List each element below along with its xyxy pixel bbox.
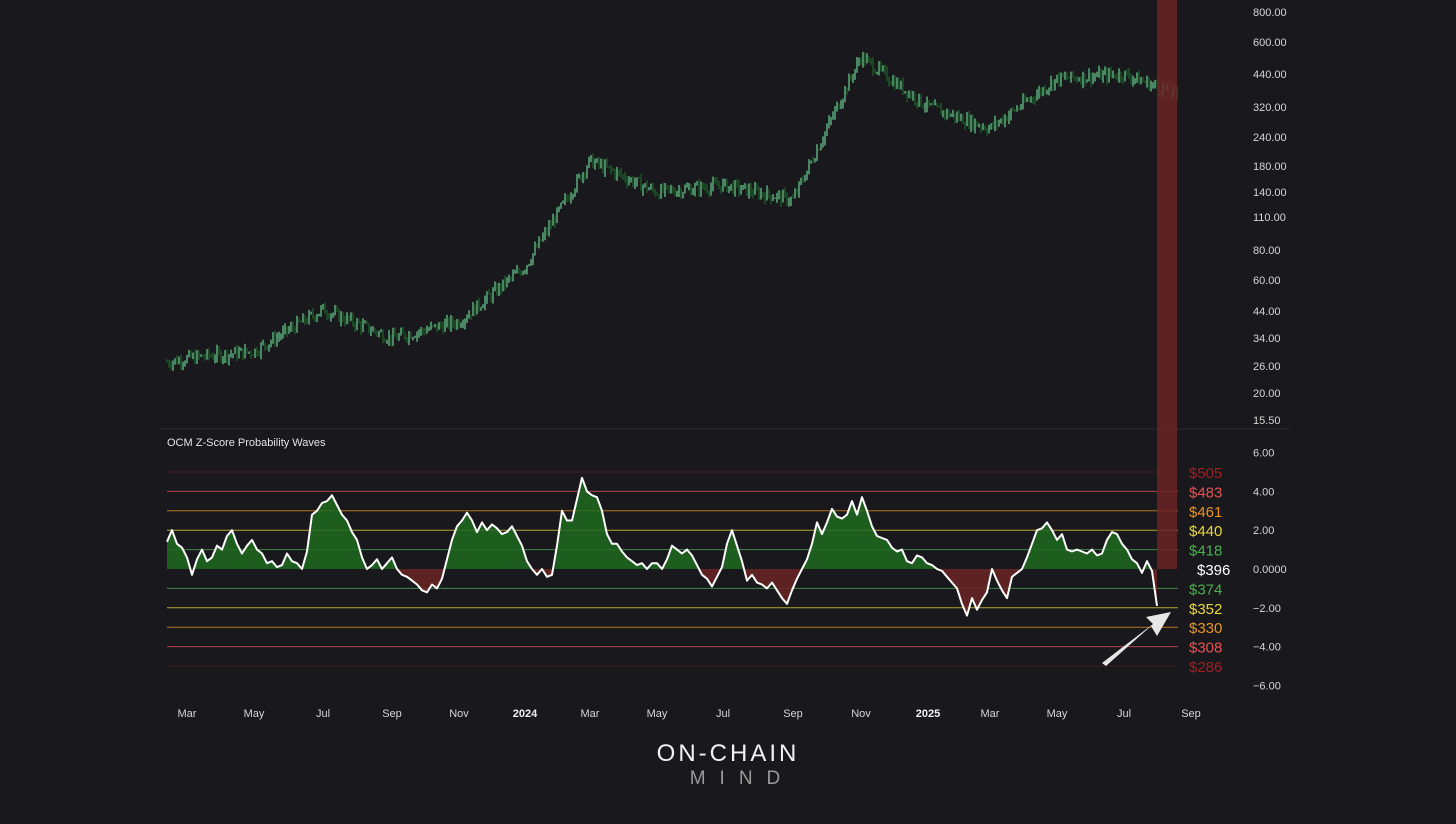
zscore-axis-label: −4.00 bbox=[1253, 642, 1281, 654]
price-axis-label: 320.00 bbox=[1253, 102, 1287, 114]
band-price-label: $308 bbox=[1189, 640, 1222, 657]
band-price-label: $352 bbox=[1189, 601, 1222, 618]
x-axis-label: May bbox=[1047, 708, 1068, 720]
x-axis-label: Nov bbox=[851, 708, 871, 720]
price-axis-label: 240.00 bbox=[1253, 132, 1287, 144]
band-price-label: $505 bbox=[1189, 465, 1222, 482]
price-y-axis: 800.00 600.00 440.00 320.00 240.00 180.00 140.… bbox=[1253, 7, 1287, 427]
x-axis-label: Jul bbox=[716, 708, 730, 720]
band-price-label: $440 bbox=[1189, 523, 1222, 540]
band-price-label: $396 bbox=[1197, 562, 1230, 579]
indicator-title: OCM Z-Score Probability Waves bbox=[167, 437, 326, 449]
x-axis-label: Mar bbox=[581, 708, 600, 720]
price-axis-label: 34.00 bbox=[1253, 333, 1281, 345]
x-axis-label: Sep bbox=[382, 708, 402, 720]
price-axis-label: 20.00 bbox=[1253, 388, 1281, 400]
x-axis-label: Nov bbox=[449, 708, 469, 720]
band-price-label: $418 bbox=[1189, 543, 1222, 560]
band-price-label: $330 bbox=[1189, 620, 1222, 637]
price-axis-label: 80.00 bbox=[1253, 245, 1281, 257]
x-axis-label: Jul bbox=[316, 708, 330, 720]
price-axis-label: 26.00 bbox=[1253, 361, 1281, 373]
time-x-axis: Mar May Jul Sep Nov 2024 Mar May Jul Sep Nov 2025 Ma… bbox=[178, 708, 1201, 720]
price-axis-label: 110.00 bbox=[1253, 212, 1286, 224]
x-axis-label: May bbox=[244, 708, 265, 720]
x-axis-label: 2025 bbox=[916, 708, 940, 720]
arrow-annotation-icon bbox=[1102, 612, 1171, 666]
x-axis-label: May bbox=[647, 708, 668, 720]
x-axis-label: Sep bbox=[783, 708, 803, 720]
zscore-axis-label: −2.00 bbox=[1253, 603, 1281, 615]
price-axis-label: 800.00 bbox=[1253, 7, 1287, 19]
logo-line1: ON-CHAIN bbox=[656, 740, 800, 767]
band-price-labels: $505 $483 $461 $440 $418 $396 $374 $352 $330 $308… bbox=[1189, 465, 1230, 676]
band-price-label: $286 bbox=[1189, 659, 1222, 676]
x-axis-label: Mar bbox=[178, 708, 197, 720]
zscore-axis-label: 6.00 bbox=[1253, 448, 1274, 460]
zscore-axis-label: −6.00 bbox=[1253, 680, 1281, 692]
price-axis-label: 600.00 bbox=[1253, 37, 1287, 49]
price-axis-label: 180.00 bbox=[1253, 161, 1287, 173]
price-ohlc-bars bbox=[166, 51, 1178, 371]
zscore-line bbox=[166, 476, 1158, 617]
zscore-axis-label: 0.0000 bbox=[1253, 564, 1287, 576]
x-axis-label: Sep bbox=[1181, 708, 1201, 720]
x-axis-label: 2024 bbox=[513, 708, 538, 720]
price-axis-label: 60.00 bbox=[1253, 275, 1281, 287]
zscore-fill-area bbox=[167, 0, 1177, 616]
zscore-axis-label: 4.00 bbox=[1253, 486, 1274, 498]
zscore-y-axis: 6.00 4.00 2.00 0.0000 −2.00 −4.00 −6.00 bbox=[1253, 448, 1287, 693]
x-axis-label: Mar bbox=[981, 708, 1000, 720]
price-axis-label: 44.00 bbox=[1253, 306, 1281, 318]
price-axis-label: 15.50 bbox=[1253, 415, 1281, 427]
price-axis-label: 140.00 bbox=[1253, 187, 1287, 199]
price-axis-label: 440.00 bbox=[1253, 69, 1287, 81]
logo-line2: MIND bbox=[689, 768, 795, 789]
zscore-axis-label: 2.00 bbox=[1253, 525, 1274, 537]
band-price-label: $483 bbox=[1189, 484, 1222, 501]
band-price-label: $374 bbox=[1189, 581, 1222, 598]
x-axis-label: Jul bbox=[1117, 708, 1131, 720]
band-price-label: $461 bbox=[1189, 504, 1222, 521]
